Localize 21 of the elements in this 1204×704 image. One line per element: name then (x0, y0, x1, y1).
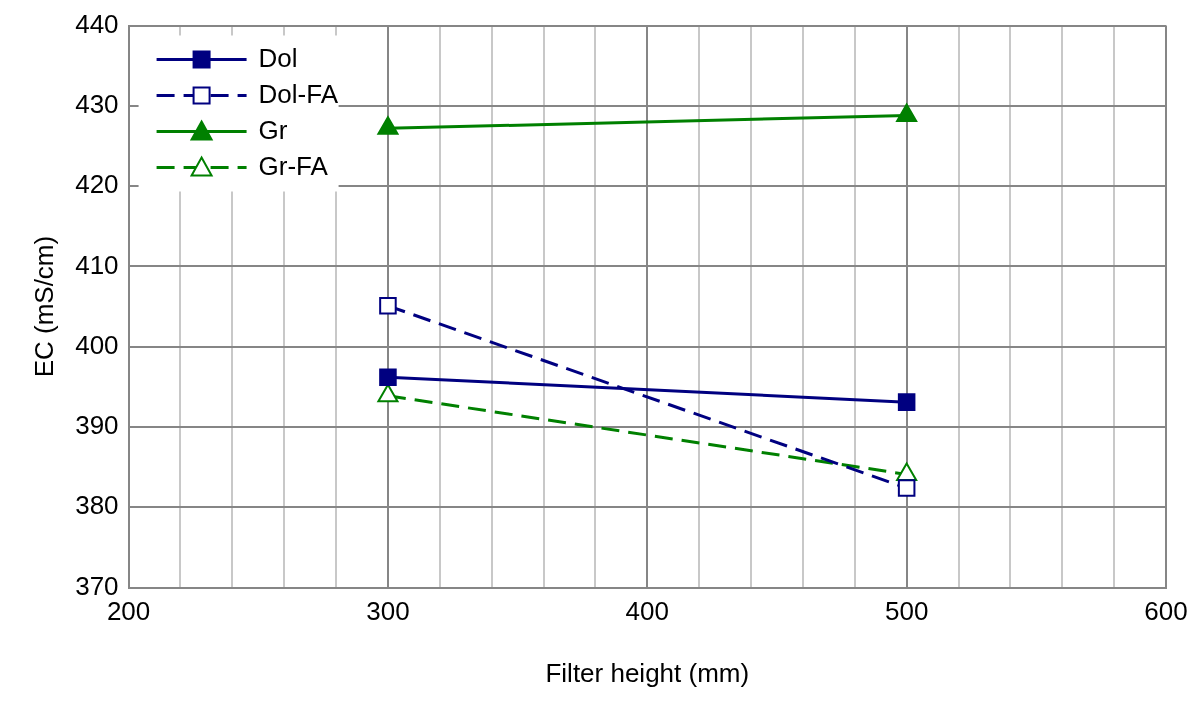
x-tick-label: 600 (1144, 596, 1188, 627)
legend-label: Gr-FA (258, 150, 329, 181)
x-tick-label: 400 (625, 596, 669, 627)
y-tick-label: 440 (75, 8, 119, 39)
x-axis-title: Filter height (mm) (545, 657, 750, 688)
point (379, 368, 397, 387)
point (379, 297, 397, 315)
y-tick-label: 400 (75, 329, 119, 360)
x-tick-label: 500 (884, 596, 929, 627)
point (897, 479, 916, 497)
legend-label: Dol (258, 42, 298, 73)
y-tick-label: 430 (75, 89, 119, 120)
y-tick-label: 390 (75, 410, 119, 441)
legend-label: Dol-FA (258, 78, 339, 109)
y-axis-title: EC (mS/cm) (28, 235, 59, 378)
legend-label: Gr (258, 114, 288, 145)
y-tick-label: 420 (75, 169, 119, 200)
x-tick-label: 300 (366, 596, 410, 627)
point (897, 393, 916, 411)
y-tick-label: 380 (75, 490, 119, 521)
y-tick-label: 410 (75, 249, 119, 280)
